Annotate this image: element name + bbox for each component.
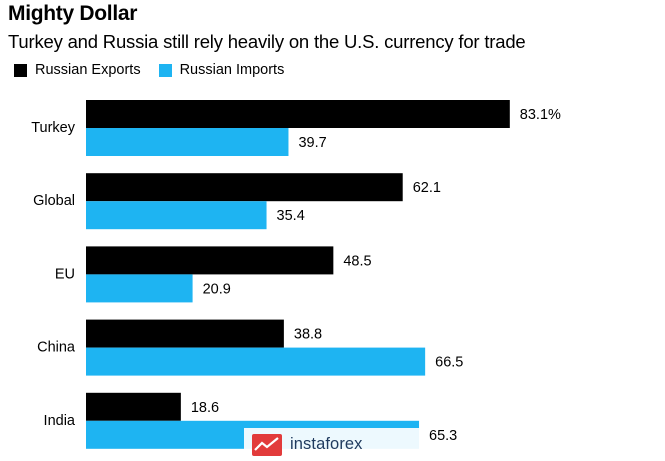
category-label: China <box>37 340 76 356</box>
watermark: instaforex <box>244 428 420 461</box>
watermark-text: instaforex <box>290 435 363 453</box>
category-label: India <box>44 413 76 429</box>
category-label: EU <box>55 266 75 282</box>
data-label: 65.3 <box>429 428 457 444</box>
legend-swatch-imports <box>158 63 172 77</box>
bar-exports <box>86 100 510 128</box>
bar-imports <box>86 201 267 230</box>
bar-exports <box>86 319 284 348</box>
chart-legend: Russian Exports Russian Imports <box>14 62 302 78</box>
legend-label-exports: Russian Exports <box>35 62 141 78</box>
data-label: 35.4 <box>277 208 305 224</box>
bar-imports <box>86 274 193 303</box>
data-label: 39.7 <box>298 135 326 151</box>
data-label: 66.5 <box>435 355 463 371</box>
legend-item-exports: Russian Exports <box>14 62 141 78</box>
bar-exports <box>86 392 181 421</box>
legend-swatch-exports <box>14 63 27 77</box>
data-label: 18.6 <box>191 400 219 416</box>
data-label: 48.5 <box>343 253 371 269</box>
category-label: Turkey <box>31 120 76 136</box>
data-label: 62.1 <box>413 180 441 196</box>
bar-imports <box>86 128 289 156</box>
bar-exports <box>86 173 403 202</box>
chart-subtitle: Turkey and Russia still rely heavily on … <box>8 31 526 52</box>
legend-label-imports: Russian Imports <box>179 62 285 78</box>
data-label: 38.8 <box>294 327 322 343</box>
bar-exports <box>86 246 334 275</box>
instaforex-logo-icon <box>252 433 282 456</box>
data-label: 20.9 <box>203 281 231 297</box>
bar-imports <box>86 347 426 376</box>
category-label: Global <box>33 193 75 209</box>
data-label: 83.1% <box>520 107 561 123</box>
chart-title: Mighty Dollar <box>8 2 138 25</box>
legend-item-imports: Russian Imports <box>158 62 285 78</box>
